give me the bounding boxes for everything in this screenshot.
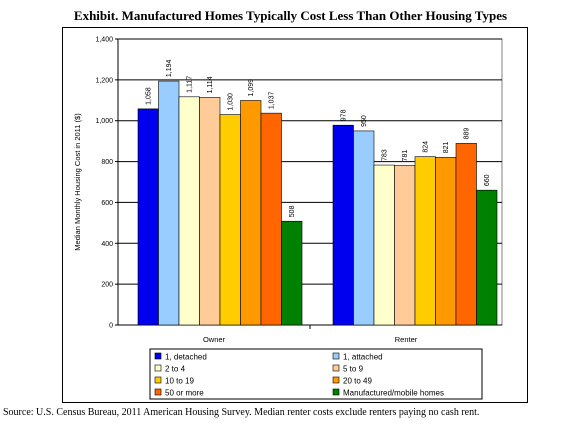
legend-swatch: [154, 376, 162, 384]
x-category-label: Renter: [395, 335, 418, 344]
bar: [199, 97, 221, 326]
bar: [260, 112, 282, 326]
bar: [353, 130, 375, 326]
legend-swatch: [154, 388, 162, 396]
y-tick-label: 400: [101, 241, 113, 248]
bar: [435, 156, 457, 326]
legend-label: 5 to 9: [343, 365, 364, 374]
legend-label: Manufactured/mobile homes: [343, 389, 444, 398]
legend-label: 20 to 49: [343, 377, 372, 386]
bar: [476, 189, 498, 326]
data-label: 1,037: [269, 92, 276, 110]
legend-label: 1, detached: [165, 353, 207, 362]
legend-label: 1, attached: [343, 353, 383, 362]
bar: [373, 164, 395, 326]
bar: [178, 96, 200, 326]
legend-label: 2 to 4: [165, 365, 186, 374]
data-label: 821: [443, 141, 450, 153]
chart-title: Exhibit. Manufactured Homes Typically Co…: [73, 8, 508, 23]
data-label: 889: [464, 128, 471, 140]
legend-label: 50 or more: [165, 389, 204, 398]
data-label: 1,117: [187, 76, 194, 93]
y-tick-label: 1,400: [95, 37, 113, 44]
bar: [394, 165, 416, 326]
x-category-label: Owner: [203, 335, 226, 344]
legend-swatch: [154, 364, 162, 372]
data-label: 824: [423, 141, 430, 153]
data-label: 1,194: [166, 59, 173, 77]
bar: [332, 124, 354, 326]
data-label: 783: [382, 149, 389, 161]
data-label: 950: [361, 115, 368, 127]
bar: [158, 80, 180, 326]
data-label: 1,030: [228, 93, 235, 111]
bar: [281, 220, 303, 326]
bar: [414, 156, 436, 326]
legend-swatch: [332, 352, 340, 360]
y-axis-label: Median Monthly Housing Cost in 2011 ($): [73, 113, 82, 251]
y-tick-label: 1,000: [95, 118, 113, 125]
legend-swatch: [154, 352, 162, 360]
data-label: 1,058: [146, 87, 153, 105]
y-tick-label: 600: [101, 200, 113, 207]
data-label: 978: [341, 109, 348, 121]
legend-swatch: [332, 376, 340, 384]
source-note: Source: U.S. Census Bureau, 2011 America…: [3, 407, 480, 418]
data-label: 1,114: [207, 76, 214, 93]
chart-frame: [62, 27, 528, 403]
bar: [240, 100, 262, 326]
legend-label: 10 to 19: [165, 377, 194, 386]
bar: [219, 114, 241, 326]
legend-swatch: [332, 364, 340, 372]
legend-swatch: [332, 388, 340, 396]
y-tick-label: 800: [101, 159, 113, 166]
data-label: 1,099: [248, 79, 255, 97]
bar: [137, 108, 159, 326]
data-label: 660: [484, 174, 491, 186]
bar: [455, 143, 477, 326]
y-tick-label: 0: [109, 323, 113, 330]
y-tick-label: 1,200: [95, 77, 113, 84]
data-label: 781: [402, 150, 409, 162]
data-label: 508: [289, 205, 296, 217]
legend: [149, 348, 483, 400]
y-tick-label: 200: [101, 282, 113, 289]
